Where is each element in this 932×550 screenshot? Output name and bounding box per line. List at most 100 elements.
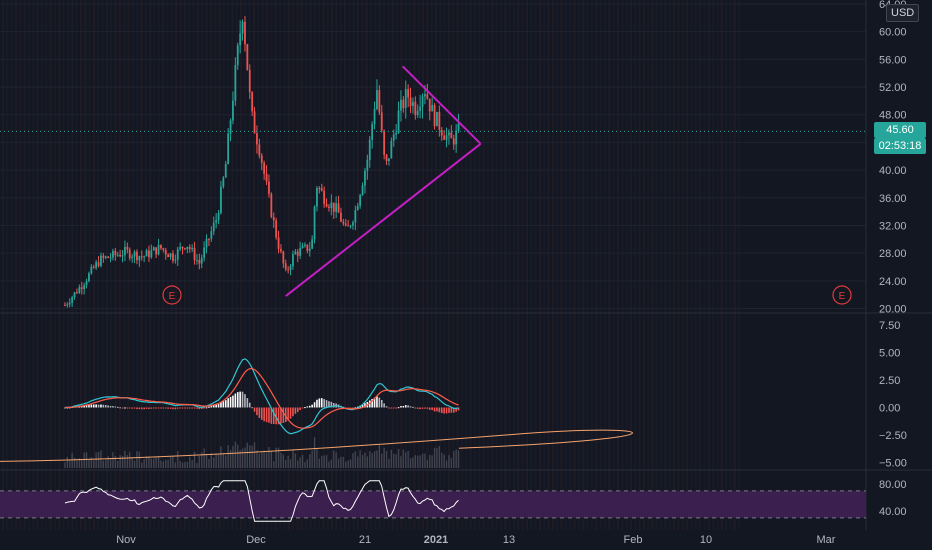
volume-bar xyxy=(97,451,100,468)
candle-body xyxy=(392,134,395,141)
macd-histogram-bar xyxy=(402,405,405,408)
volume-bar xyxy=(414,455,417,468)
volume-bar xyxy=(112,452,114,468)
candle-body xyxy=(83,285,86,290)
volume-bar xyxy=(378,445,381,468)
candle-body xyxy=(376,90,378,110)
volume-bar xyxy=(153,458,155,468)
candle-body xyxy=(76,292,78,294)
candle-body xyxy=(390,140,393,159)
candle-body xyxy=(119,254,122,257)
volume-bar xyxy=(381,453,383,468)
stripe xyxy=(166,0,169,530)
macd-histogram-bar xyxy=(251,407,253,409)
volume-bar xyxy=(349,459,352,468)
macd-histogram-bar xyxy=(421,407,424,409)
candle-body xyxy=(148,250,150,258)
candle-body xyxy=(272,217,275,221)
volume-bar xyxy=(405,452,407,468)
stripe xyxy=(279,0,282,530)
volume-bar xyxy=(352,453,354,468)
stripe xyxy=(23,0,26,530)
candle-body xyxy=(431,105,434,112)
macd-histogram-bar xyxy=(88,405,90,408)
volume-bar xyxy=(71,452,73,468)
candle-body xyxy=(203,247,206,258)
macd-histogram-bar xyxy=(224,400,227,408)
macd-histogram-bar xyxy=(215,404,217,408)
macd-histogram-bar xyxy=(260,407,263,420)
currency-button[interactable]: USD xyxy=(886,4,920,22)
stripe xyxy=(573,0,576,530)
stripe xyxy=(266,0,269,530)
volume-bar xyxy=(160,460,162,468)
macd-histogram-bar xyxy=(152,407,155,409)
candle-body xyxy=(433,105,436,127)
volume-bar xyxy=(107,456,109,468)
volume-bar xyxy=(289,459,292,468)
volume-bar xyxy=(66,456,69,468)
macd-histogram-bar xyxy=(296,407,299,413)
volume-bar xyxy=(311,450,313,468)
macd-histogram-bar xyxy=(95,404,97,408)
volume-bar xyxy=(220,446,222,468)
stripe xyxy=(517,0,520,530)
stripe xyxy=(400,0,403,530)
macd-histogram-bar xyxy=(397,407,400,409)
macd-histogram-bar xyxy=(282,407,285,423)
macd-histogram-bar xyxy=(320,398,323,408)
macd-histogram-bar xyxy=(198,407,201,410)
candle-body xyxy=(133,251,136,257)
macd-histogram-bar xyxy=(452,407,455,413)
candle-body xyxy=(402,99,405,109)
macd-histogram-bar xyxy=(83,405,85,408)
volume-bar xyxy=(157,456,160,468)
stripe xyxy=(157,0,160,530)
stripe xyxy=(58,0,61,530)
stripe xyxy=(183,0,186,530)
volume-bar xyxy=(78,458,81,468)
candle-body xyxy=(232,100,234,121)
macd-histogram-bar xyxy=(347,407,349,409)
stripe xyxy=(370,0,373,530)
volume-bar xyxy=(304,461,306,468)
candle-body xyxy=(121,255,124,257)
time-axis-tick: Mar xyxy=(817,534,836,546)
volume-bar xyxy=(73,457,76,468)
volume-bar xyxy=(301,454,304,468)
stripe xyxy=(287,0,290,530)
candle-body xyxy=(234,65,237,101)
stripe xyxy=(309,0,312,530)
volume-bar xyxy=(316,448,318,468)
candle-body xyxy=(342,221,345,224)
stripe xyxy=(465,0,468,530)
candle-body xyxy=(277,237,280,249)
macd-histogram-bar xyxy=(270,407,273,424)
candle-body xyxy=(184,248,186,250)
macd-histogram-bar xyxy=(311,404,313,408)
macd-histogram-bar xyxy=(400,406,402,408)
macd-histogram-bar xyxy=(236,392,239,408)
macd-histogram-bar xyxy=(109,405,112,408)
macd-histogram-bar xyxy=(431,407,433,411)
candle-body xyxy=(97,262,100,266)
stripe xyxy=(71,0,74,530)
stripe xyxy=(616,0,619,530)
stripe xyxy=(725,0,728,530)
volume-bar xyxy=(366,456,369,468)
volume-bar xyxy=(270,450,273,468)
price-axis-tick: 60.00 xyxy=(879,27,907,39)
macd-histogram-bar xyxy=(143,407,145,410)
candle-body xyxy=(340,212,342,222)
candle-body xyxy=(208,238,210,240)
candle-body xyxy=(222,177,225,187)
macd-axis-tick: −2.50 xyxy=(879,430,907,442)
stripe xyxy=(404,0,407,530)
stripe xyxy=(530,0,533,530)
candle-body xyxy=(407,89,410,98)
candle-body xyxy=(205,238,208,248)
candle-body xyxy=(172,253,174,261)
stripe xyxy=(534,0,537,530)
volume-bar xyxy=(306,459,309,468)
